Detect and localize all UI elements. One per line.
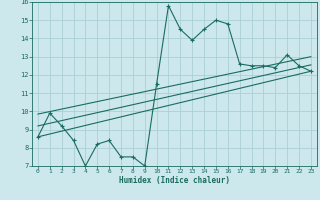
X-axis label: Humidex (Indice chaleur): Humidex (Indice chaleur) bbox=[119, 176, 230, 185]
